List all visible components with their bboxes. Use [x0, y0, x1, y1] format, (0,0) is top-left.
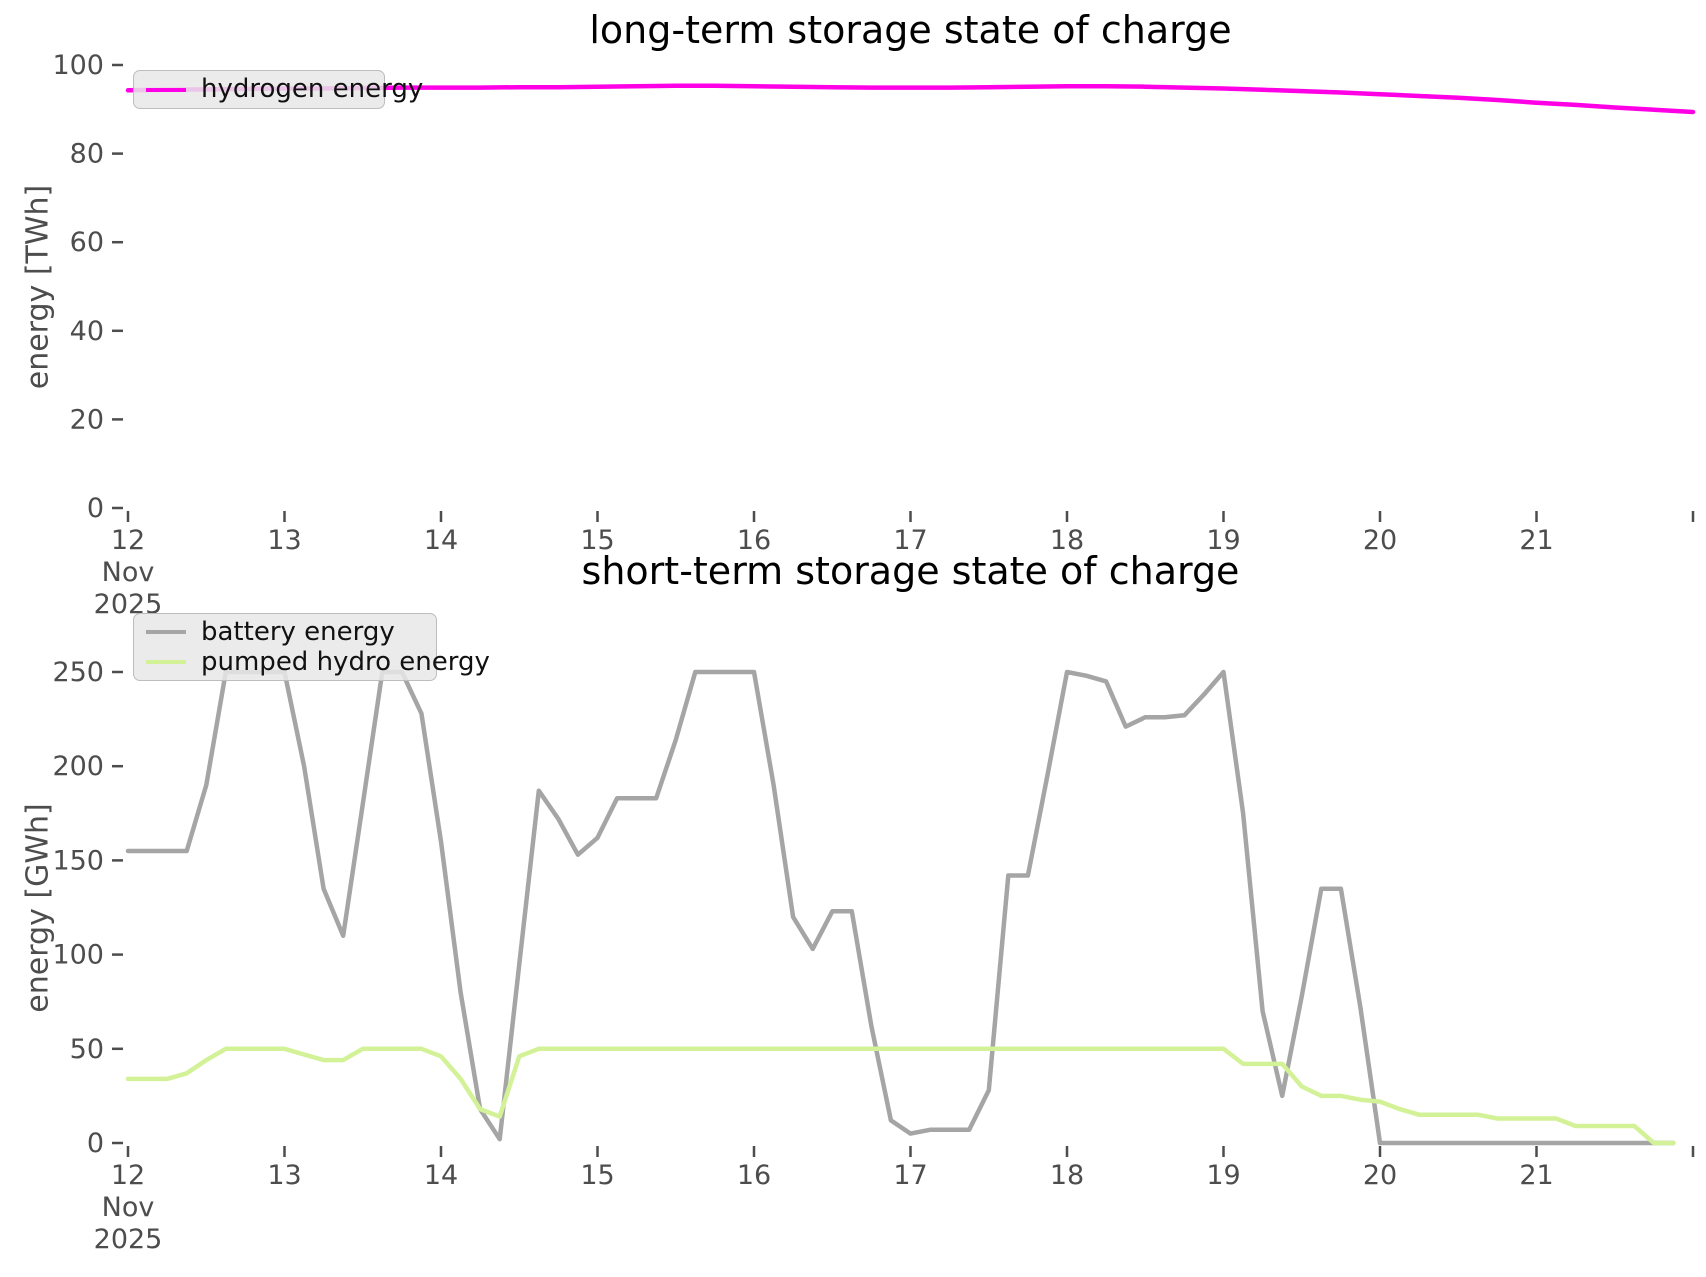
- y-tick-label: 80: [70, 139, 104, 170]
- y-tick-label: 0: [87, 493, 104, 524]
- y-tick-label: 0: [87, 1128, 104, 1159]
- x-tick-label: 18: [1050, 1160, 1084, 1191]
- legend-entry-hydrogen: hydrogen energy: [134, 75, 423, 104]
- x-tick-label: 16: [737, 1160, 771, 1191]
- x-tick-label: 20: [1363, 1160, 1397, 1191]
- y-tick-label: 100: [52, 940, 104, 971]
- y-tick-label: 250: [52, 657, 104, 688]
- y-tick-label: 150: [52, 845, 104, 876]
- legend-long-term: hydrogen energy: [133, 70, 423, 109]
- y-tick-label: 100: [52, 50, 104, 81]
- x-tick-label: 15: [580, 1160, 614, 1191]
- pumped-hydro-energy-line: [125, 1046, 1676, 1146]
- legend-label-battery: battery energy: [201, 616, 395, 647]
- x-axis-date-label: Nov: [102, 1192, 155, 1223]
- battery-line-sample-icon: [146, 630, 186, 634]
- x-tick-label: 14: [424, 1160, 458, 1191]
- legend-short-term: battery energy pumped hydro energy: [133, 613, 490, 681]
- x-tick-label: 12: [111, 1160, 145, 1191]
- hydrogen-line-sample-icon: [146, 87, 186, 92]
- y-tick-label: 200: [52, 751, 104, 782]
- y-tick-label: 50: [70, 1034, 104, 1065]
- x-tick-label: 17: [893, 1160, 927, 1191]
- x-tick-label: 21: [1519, 1160, 1553, 1191]
- y-tick-label: 40: [70, 316, 104, 347]
- x-tick-label: 13: [267, 1160, 301, 1191]
- y-tick-label: 60: [70, 227, 104, 258]
- legend-label-hydrogen: hydrogen energy: [201, 74, 424, 105]
- legend-entry-pumped-hydro: pumped hydro energy: [134, 648, 490, 677]
- long-term-chart-title: long-term storage state of charge: [589, 8, 1232, 52]
- y-axis-label-twh: energy [TWh]: [20, 184, 56, 390]
- x-axis-date-label: 2025: [94, 1224, 163, 1255]
- x-tick-label: 19: [1206, 1160, 1240, 1191]
- y-tick-label: 20: [70, 404, 104, 435]
- short-term-chart-title: short-term storage state of charge: [581, 549, 1240, 593]
- pumped-hydro-line-sample-icon: [146, 660, 186, 664]
- legend-label-pumped-hydro: pumped hydro energy: [201, 646, 490, 677]
- battery-energy-line: [125, 669, 1676, 1146]
- legend-entry-battery: battery energy: [134, 618, 436, 647]
- y-axis-label-gwh: energy [GWh]: [20, 803, 56, 1013]
